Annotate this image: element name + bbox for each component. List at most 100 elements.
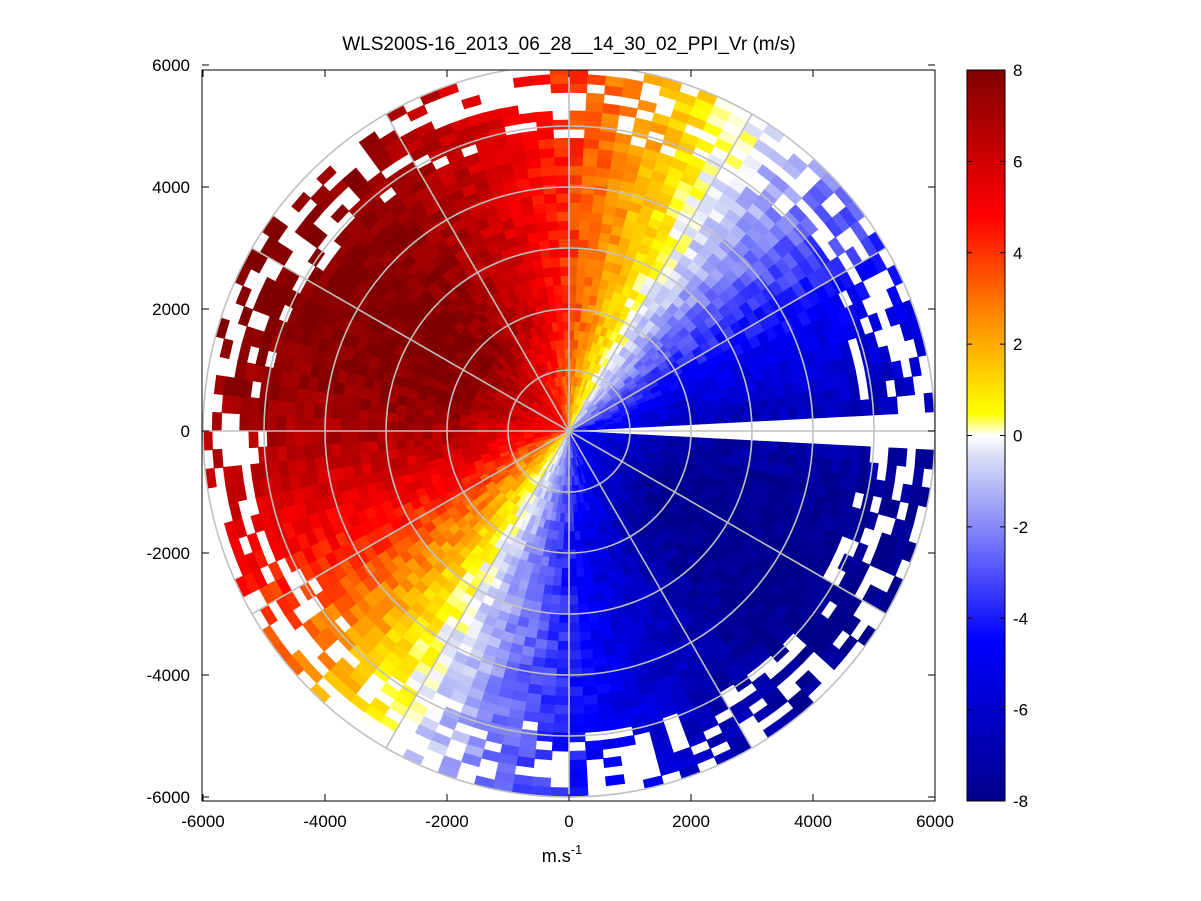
ppi-cell [246, 532, 262, 553]
ppi-cell [544, 275, 555, 287]
ppi-cell [568, 256, 579, 267]
ppi-cell [285, 430, 296, 447]
ppi-cell [422, 422, 433, 432]
ppi-cell [339, 430, 351, 444]
ppi-cell [568, 732, 586, 743]
y-tick-label: 0 [181, 422, 190, 441]
ppi-cell [568, 302, 577, 313]
ppi-cell [543, 193, 558, 204]
ppi-cell [349, 419, 360, 432]
ppi-cell [553, 284, 563, 295]
ppi-cell [601, 737, 620, 750]
ppi-cell [531, 74, 552, 86]
ppi-cell [827, 236, 846, 258]
ppi-cell [535, 629, 549, 641]
ppi-cell [579, 639, 593, 651]
ppi-cell [555, 677, 570, 688]
ppi-cell [568, 275, 578, 286]
ppi-cell [553, 704, 570, 715]
ppi-cell [714, 414, 725, 424]
ppi-cell [552, 576, 562, 587]
ppi-cell [540, 685, 556, 697]
ppi-cell [741, 411, 753, 423]
ppi-cell [623, 423, 634, 429]
ppi-cell [582, 566, 593, 577]
ppi-cell [458, 424, 469, 432]
ppi-cell [440, 423, 451, 432]
ppi-cell [568, 787, 589, 798]
ppi-cell [267, 399, 279, 417]
ppi-cell [294, 430, 305, 446]
ppi-cell [404, 438, 415, 449]
ppi-cell [537, 721, 555, 733]
ppi-cell [257, 446, 270, 464]
ppi-cell [552, 275, 562, 286]
ppi-cell [552, 723, 570, 734]
ppi-cell [495, 434, 506, 440]
ppi-cell [557, 640, 570, 651]
colorbar-tick-label: 4 [1013, 244, 1022, 263]
ppi-cell [562, 531, 570, 542]
ppi-cell [578, 229, 591, 241]
ppi-cell [568, 174, 583, 185]
ppi-cell [714, 438, 725, 448]
ppi-cell [576, 275, 586, 286]
ppi-cell [431, 430, 442, 439]
ppi-cell [560, 357, 566, 368]
ppi-cell [777, 441, 789, 455]
ppi-cell [568, 320, 576, 331]
ppi-cell [558, 229, 570, 240]
ppi-cell [538, 712, 555, 724]
ppi-cell [554, 156, 570, 167]
ppi-cell [403, 430, 415, 440]
ppi-cell [686, 410, 697, 419]
ppi-cell [604, 774, 626, 787]
ppi-cell [796, 405, 807, 420]
ppi-cell [385, 430, 396, 441]
ppi-cell [312, 430, 323, 445]
ppi-cell [582, 694, 599, 706]
ppi-cell [450, 442, 461, 450]
ppi-cell [555, 183, 570, 194]
ppi-cell [604, 75, 626, 88]
colorbar-tick-label: -6 [1013, 701, 1028, 720]
ppi-cell [561, 293, 570, 304]
ppi-cell [696, 437, 707, 446]
ppi-cell [750, 410, 762, 422]
ppi-cell [545, 639, 559, 651]
ppi-cell [723, 413, 734, 424]
ppi-cell [440, 436, 452, 445]
ppi-cell [548, 612, 560, 624]
x-tick-label: -4000 [303, 812, 346, 831]
ppi-cell [358, 408, 370, 421]
ppi-cell [440, 430, 451, 439]
ppi-cell [686, 417, 698, 426]
colorbar-tick-label: 6 [1013, 152, 1022, 171]
ppi-cell [552, 119, 570, 130]
ppi-cell [359, 451, 371, 465]
ppi-cell [550, 594, 561, 605]
ppi-cell [546, 630, 559, 642]
ppi-cell [585, 257, 597, 269]
ppi-cell [560, 284, 570, 295]
ppi-cell [568, 73, 589, 85]
ppi-cell [431, 423, 442, 432]
ppi-cell [349, 407, 361, 421]
ppi-cell [602, 103, 621, 116]
ppi-cell [568, 165, 584, 176]
y-tick-label: -2000 [147, 544, 190, 563]
ppi-cell [568, 631, 581, 642]
ppi-cell [579, 630, 592, 642]
ppi-cell [695, 137, 715, 155]
ppi-cell [568, 659, 582, 670]
ppi-cell [576, 266, 587, 277]
ppi-cell [541, 257, 553, 269]
ppi-cell [823, 402, 835, 418]
ppi-cell [568, 110, 587, 121]
ppi-cell [522, 710, 540, 723]
ppi-cell [548, 238, 560, 250]
ppi-cell [239, 413, 250, 432]
ppi-cell [814, 443, 826, 459]
ppi-cell [303, 402, 315, 418]
ppi-cell [850, 445, 862, 462]
